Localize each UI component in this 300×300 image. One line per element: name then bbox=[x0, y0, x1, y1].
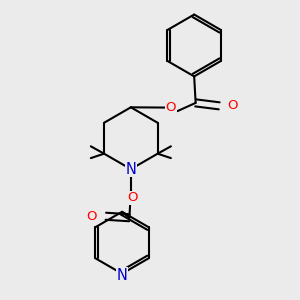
Text: O: O bbox=[227, 99, 238, 112]
Text: O: O bbox=[86, 210, 97, 223]
Text: N: N bbox=[125, 162, 136, 177]
Text: O: O bbox=[127, 191, 138, 204]
Text: N: N bbox=[117, 268, 128, 283]
Text: O: O bbox=[166, 101, 176, 114]
